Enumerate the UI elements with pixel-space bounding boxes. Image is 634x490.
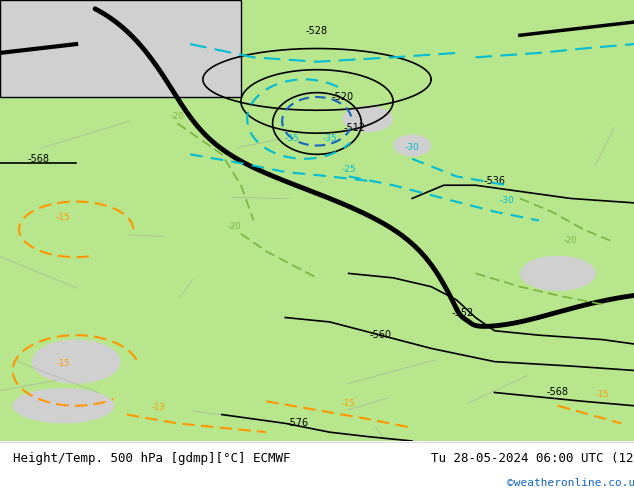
Text: -528: -528 — [306, 26, 328, 36]
Text: -560: -560 — [370, 330, 391, 340]
Text: -568: -568 — [547, 388, 569, 397]
Text: -20: -20 — [171, 112, 184, 121]
Ellipse shape — [520, 256, 596, 291]
Ellipse shape — [393, 134, 431, 156]
Text: -30: -30 — [500, 196, 515, 205]
Text: -15: -15 — [56, 214, 71, 222]
FancyBboxPatch shape — [0, 0, 241, 97]
Text: -15: -15 — [342, 399, 356, 408]
Text: -35: -35 — [322, 134, 337, 143]
Text: -20: -20 — [564, 236, 578, 245]
Text: -15: -15 — [595, 390, 609, 399]
Text: -20: -20 — [228, 222, 242, 231]
Ellipse shape — [32, 340, 120, 384]
Ellipse shape — [13, 388, 114, 423]
Text: -30: -30 — [404, 143, 420, 152]
Text: Height/Temp. 500 hPa [gdmp][°C] ECMWF: Height/Temp. 500 hPa [gdmp][°C] ECMWF — [13, 452, 290, 465]
Text: -512: -512 — [344, 123, 366, 133]
Text: -536: -536 — [484, 176, 505, 186]
Text: -520: -520 — [332, 92, 353, 102]
Text: ©weatheronline.co.uk: ©weatheronline.co.uk — [507, 478, 634, 488]
Text: Tu 28-05-2024 06:00 UTC (12+66): Tu 28-05-2024 06:00 UTC (12+66) — [431, 452, 634, 465]
Text: -15: -15 — [56, 359, 70, 368]
Text: -13: -13 — [152, 403, 165, 412]
Text: -552: -552 — [451, 308, 474, 318]
Text: -35: -35 — [284, 134, 299, 143]
Text: -25: -25 — [341, 165, 356, 174]
Text: -576: -576 — [287, 418, 309, 428]
Ellipse shape — [342, 106, 393, 132]
Text: -568: -568 — [27, 154, 49, 164]
